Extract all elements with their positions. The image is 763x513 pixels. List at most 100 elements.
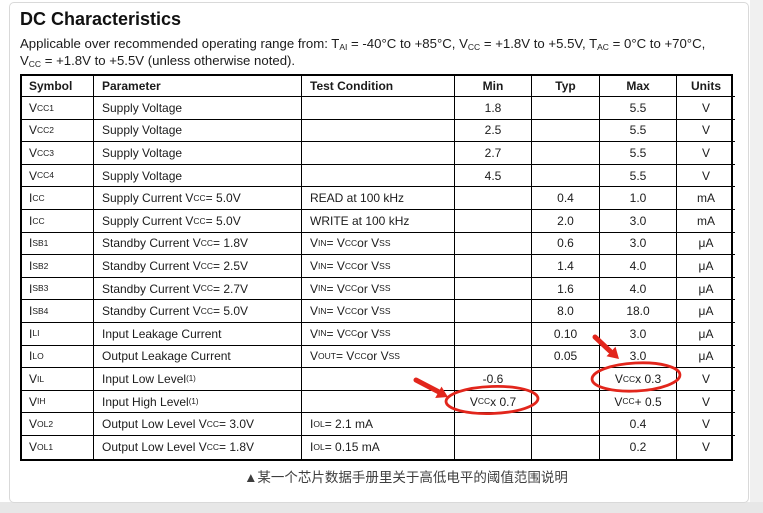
table-cell: V [677,368,735,391]
table-cell [302,390,455,414]
table-cell: V IN = V CC or V SS [302,300,455,323]
table-cell: I CC [22,187,94,210]
table-cell: I OL = 0.15 mA [302,435,455,459]
table-cell: V CC2 [22,119,94,143]
table-cell [455,413,532,436]
table-cell: Supply Voltage [94,164,302,188]
table-cell: Supply Current V CC = 5.0V [94,187,302,210]
table-cell: 0.6 [532,232,600,256]
table-cell [455,435,532,459]
column-header: Symbol [22,76,94,97]
table-cell [302,119,455,143]
table-cell: I LI [22,322,94,346]
table-cell [302,97,455,120]
table-cell: Standby Current V CC = 2.7V [94,277,302,301]
table-cell: V IN = V CC or V SS [302,277,455,301]
table-cell: 8.0 [532,300,600,323]
table-cell: 0.4 [532,187,600,210]
table-cell [532,390,600,414]
operating-range-note-line2: VCC = +1.8V to +5.5V (unless otherwise n… [20,53,296,69]
table-cell: μA [677,300,735,323]
table-cell: μA [677,233,735,256]
table-cell [455,322,532,346]
table-cell: V OL2 [22,413,94,436]
table-cell: V OL1 [22,435,94,459]
table-cell: V CC4 [22,164,94,188]
table-cell: Standby Current V CC = 1.8V [94,232,302,256]
table-cell: 3.0 [600,345,677,369]
table-cell: 0.2 [600,435,677,459]
column-header: Parameter [94,76,302,97]
table-cell [455,187,532,210]
page-background-right [750,0,763,513]
table-cell [532,435,600,459]
table-cell: Standby Current V CC = 5.0V [94,300,302,323]
table-cell: 3.0 [600,209,677,233]
table-cell: Supply Voltage [94,97,302,120]
table-cell: I OL = 2.1 mA [302,413,455,436]
table-cell: V CC + 0.5 [600,390,677,414]
page-title: DC Characteristics [20,9,182,29]
table-cell: V [677,142,735,165]
table-cell: V OUT = V CC or V SS [302,345,455,369]
table-cell: I SB4 [22,300,94,323]
column-header: Units [677,76,735,97]
table-cell: I LO [22,345,94,369]
table-cell [532,413,600,436]
table-cell: V [677,413,735,436]
table-cell: 2.5 [455,119,532,143]
table-cell: V IH [22,390,94,414]
table-cell: 3.0 [600,232,677,256]
table-cell [532,142,600,165]
table-cell: 18.0 [600,300,677,323]
table-cell: Output Low Level V CC = 3.0V [94,413,302,436]
table-cell: 5.5 [600,164,677,188]
table-cell: μA [677,323,735,346]
table-cell: I CC [22,209,94,233]
table-cell [532,368,600,391]
table-cell: Supply Voltage [94,142,302,165]
table-cell: Supply Current V CC = 5.0V [94,209,302,233]
dc-characteristics-table: Symbol Parameter Test Condition Min Typ Max Un… [20,74,735,461]
table-cell: V [677,391,735,414]
table-cell: V [677,165,735,188]
table-cell: V CC x 0.7 [455,390,532,414]
table-cell [302,164,455,188]
page-background-bottom [0,502,763,513]
table-cell: 0.4 [600,413,677,436]
table-cell: -0.6 [455,368,532,391]
table-cell: V IN = V CC or V SS [302,255,455,278]
table-cell: mA [677,210,735,233]
table-cell: 4.0 [600,277,677,301]
table-cell [532,97,600,120]
operating-range-note-line1: Applicable over recommended operating ra… [20,36,706,52]
table-cell: V IN = V CC or V SS [302,322,455,346]
table-cell: 5.5 [600,97,677,120]
table-cell: 4.5 [455,164,532,188]
table-cell: μA [677,346,735,369]
table-cell: Supply Voltage [94,119,302,143]
table-cell [532,164,600,188]
image-caption: ▲某一个芯片数据手册里关于高低电平的阈值范围说明 [244,470,568,485]
table-cell: mA [677,187,735,210]
table-cell: μA [677,278,735,301]
table-cell: V CC1 [22,97,94,120]
table-cell: 1.4 [532,255,600,278]
table-cell [532,119,600,143]
table-cell [455,209,532,233]
column-header: Test Condition [302,76,455,97]
table-cell: 0.05 [532,345,600,369]
table-cell: I SB1 [22,232,94,256]
table-cell: Input Low Level (1) [94,368,302,391]
table-cell: 1.0 [600,187,677,210]
table-cell [302,142,455,165]
table-cell: 4.0 [600,255,677,278]
table-cell: V [677,120,735,143]
table-cell: 5.5 [600,119,677,143]
table-cell: I SB2 [22,255,94,278]
column-header: Min [455,76,532,97]
table-cell [455,277,532,301]
table-cell: WRITE at 100 kHz [302,209,455,233]
table-cell: 0.10 [532,322,600,346]
